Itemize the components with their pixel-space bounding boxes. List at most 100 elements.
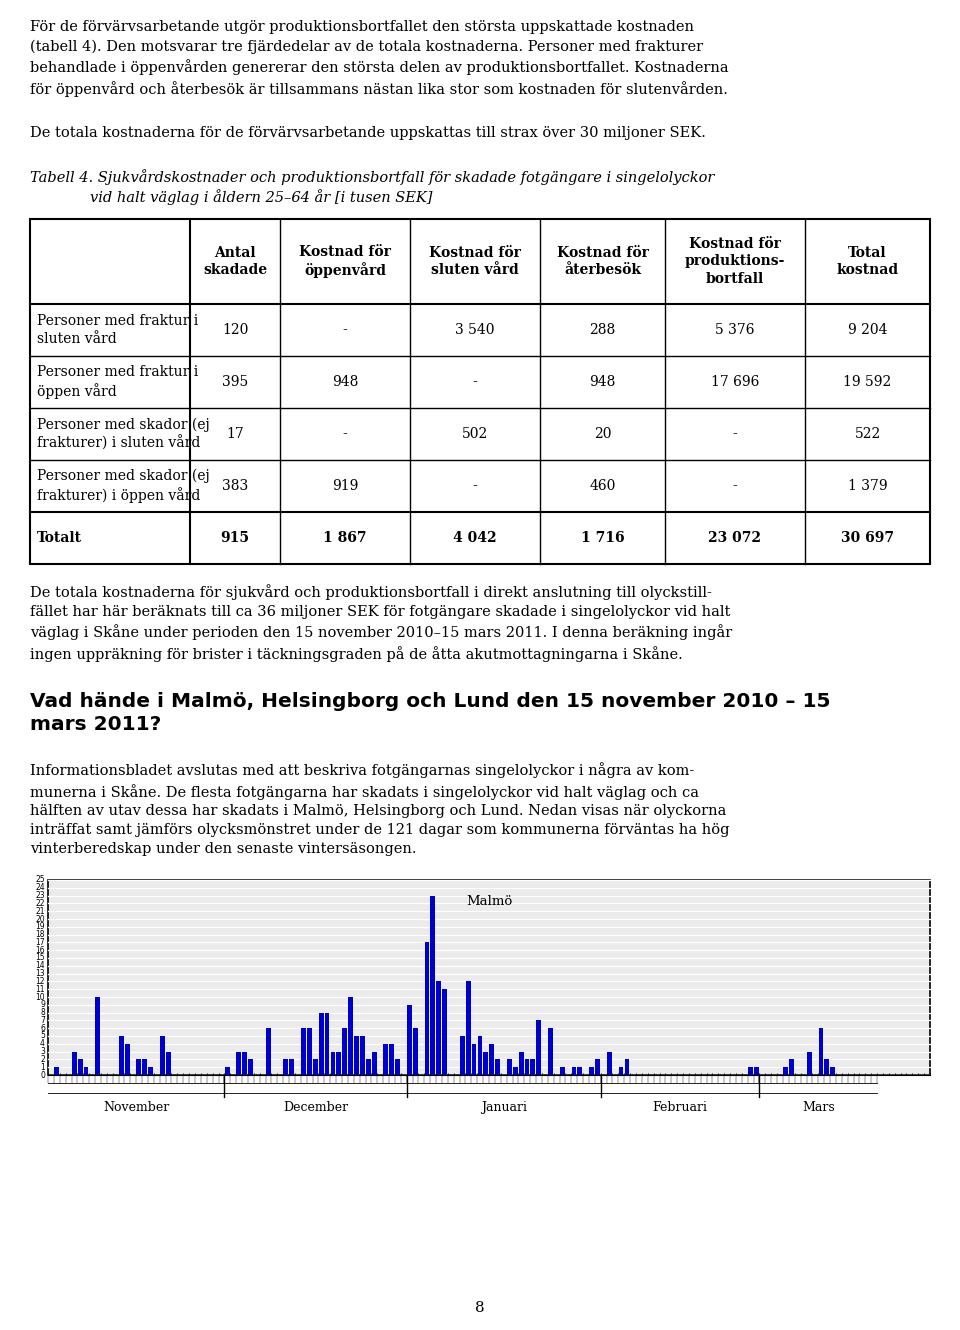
Text: 919: 919 xyxy=(332,479,358,493)
Bar xyxy=(330,1052,335,1075)
Bar xyxy=(589,1067,594,1075)
Bar xyxy=(324,1012,329,1075)
Bar xyxy=(236,1052,241,1075)
Bar xyxy=(537,1020,541,1075)
Bar xyxy=(372,1052,376,1075)
Text: 25: 25 xyxy=(36,875,45,884)
Text: 1 716: 1 716 xyxy=(581,531,624,545)
Text: -: - xyxy=(343,323,348,336)
Text: 9 204: 9 204 xyxy=(848,323,887,336)
Bar xyxy=(348,998,353,1075)
Bar xyxy=(466,982,470,1075)
Text: 948: 948 xyxy=(332,375,358,388)
Text: 15: 15 xyxy=(36,954,45,963)
Bar xyxy=(390,1044,395,1075)
Bar xyxy=(125,1044,130,1075)
Text: Kostnad för
återbesök: Kostnad för återbesök xyxy=(557,246,648,277)
Bar xyxy=(366,1060,371,1075)
Text: 8: 8 xyxy=(475,1301,485,1315)
Text: Personer med skador (ej
frakturer) i sluten vård: Personer med skador (ej frakturer) i slu… xyxy=(37,418,209,451)
Bar xyxy=(437,982,442,1075)
Bar xyxy=(160,1036,165,1075)
Text: -: - xyxy=(732,427,737,442)
Text: 5 376: 5 376 xyxy=(715,323,755,336)
Text: 120: 120 xyxy=(222,323,249,336)
Bar xyxy=(518,1052,523,1075)
Bar xyxy=(783,1067,788,1075)
Bar xyxy=(748,1067,753,1075)
Text: För de förvärvsarbetande utgör produktionsbortfallet den största uppskattade kos: För de förvärvsarbetande utgör produktio… xyxy=(30,20,729,97)
Text: 6: 6 xyxy=(40,1024,45,1032)
Bar xyxy=(571,1067,576,1075)
Text: 4: 4 xyxy=(40,1039,45,1048)
Text: De totala kostnaderna för sjukvård och produktionsbortfall i direkt anslutning t: De totala kostnaderna för sjukvård och p… xyxy=(30,584,732,662)
Bar xyxy=(266,1028,271,1075)
Text: 5: 5 xyxy=(40,1032,45,1040)
Bar xyxy=(754,1067,758,1075)
Text: Personer med skador (ej
frakturer) i öppen vård: Personer med skador (ej frakturer) i öpp… xyxy=(37,469,209,503)
Text: Kostnad för
öppenvård: Kostnad för öppenvård xyxy=(300,245,391,278)
Text: Vad hände i Malmö, Helsingborg och Lund den 15 november 2010 – 15
mars 2011?: Vad hände i Malmö, Helsingborg och Lund … xyxy=(30,692,830,734)
Bar xyxy=(430,895,435,1075)
Bar xyxy=(319,1012,324,1075)
Bar xyxy=(54,1067,59,1075)
Bar xyxy=(825,1060,829,1075)
Text: 19: 19 xyxy=(36,922,45,931)
Bar xyxy=(242,1052,247,1075)
Bar xyxy=(531,1060,536,1075)
Text: 17: 17 xyxy=(36,938,45,947)
Text: 16: 16 xyxy=(36,946,45,955)
Text: 8: 8 xyxy=(40,1008,45,1017)
Text: 3 540: 3 540 xyxy=(455,323,494,336)
Bar xyxy=(595,1060,600,1075)
Text: 383: 383 xyxy=(222,479,248,493)
Bar xyxy=(484,1052,489,1075)
Text: 22: 22 xyxy=(36,899,45,908)
Bar xyxy=(471,1044,476,1075)
Text: De totala kostnaderna för de förvärvsarbetande uppskattas till strax över 30 mil: De totala kostnaderna för de förvärvsarb… xyxy=(30,126,706,140)
Text: Personer med fraktur i
öppen vård: Personer med fraktur i öppen vård xyxy=(37,366,199,399)
Text: 1: 1 xyxy=(40,1063,45,1072)
Text: 17 696: 17 696 xyxy=(710,375,759,388)
Text: 9: 9 xyxy=(40,1000,45,1009)
Bar xyxy=(607,1052,612,1075)
Bar xyxy=(283,1060,288,1075)
Bar xyxy=(490,1044,494,1075)
Text: 1 867: 1 867 xyxy=(324,531,367,545)
Bar xyxy=(789,1060,794,1075)
Text: 522: 522 xyxy=(854,427,880,442)
Text: 11: 11 xyxy=(36,984,45,994)
Text: 0: 0 xyxy=(40,1071,45,1080)
Bar xyxy=(618,1067,623,1075)
Text: Malmö: Malmö xyxy=(466,895,512,908)
Bar xyxy=(495,1060,500,1075)
Bar xyxy=(84,1067,88,1075)
Bar xyxy=(289,1060,294,1075)
Text: 20: 20 xyxy=(36,915,45,923)
Bar xyxy=(460,1036,465,1075)
Bar xyxy=(78,1060,83,1075)
Text: 23: 23 xyxy=(36,891,45,900)
Bar xyxy=(560,1067,564,1075)
Bar xyxy=(301,1028,306,1075)
Bar xyxy=(443,990,447,1075)
Text: Antal
skadade: Antal skadade xyxy=(203,246,267,277)
Bar xyxy=(477,1036,482,1075)
Bar xyxy=(513,1067,517,1075)
Text: Informationsbladet avslutas med att beskriva fotgängarnas singelolyckor i några : Informationsbladet avslutas med att besk… xyxy=(30,762,730,857)
Bar xyxy=(136,1060,141,1075)
Bar xyxy=(225,1067,229,1075)
Bar xyxy=(360,1036,365,1075)
Text: Kostnad för
sluten vård: Kostnad för sluten vård xyxy=(429,246,521,277)
Text: 19 592: 19 592 xyxy=(844,375,892,388)
Text: 30 697: 30 697 xyxy=(841,531,894,545)
Bar xyxy=(578,1067,583,1075)
Text: Februari: Februari xyxy=(653,1101,708,1115)
Bar xyxy=(625,1060,630,1075)
Bar xyxy=(336,1052,341,1075)
Text: 13: 13 xyxy=(36,970,45,978)
Bar xyxy=(396,1060,400,1075)
Bar xyxy=(806,1052,811,1075)
Text: -: - xyxy=(343,427,348,442)
Text: Kostnad för
produktions-
bortfall: Kostnad för produktions- bortfall xyxy=(684,237,785,286)
